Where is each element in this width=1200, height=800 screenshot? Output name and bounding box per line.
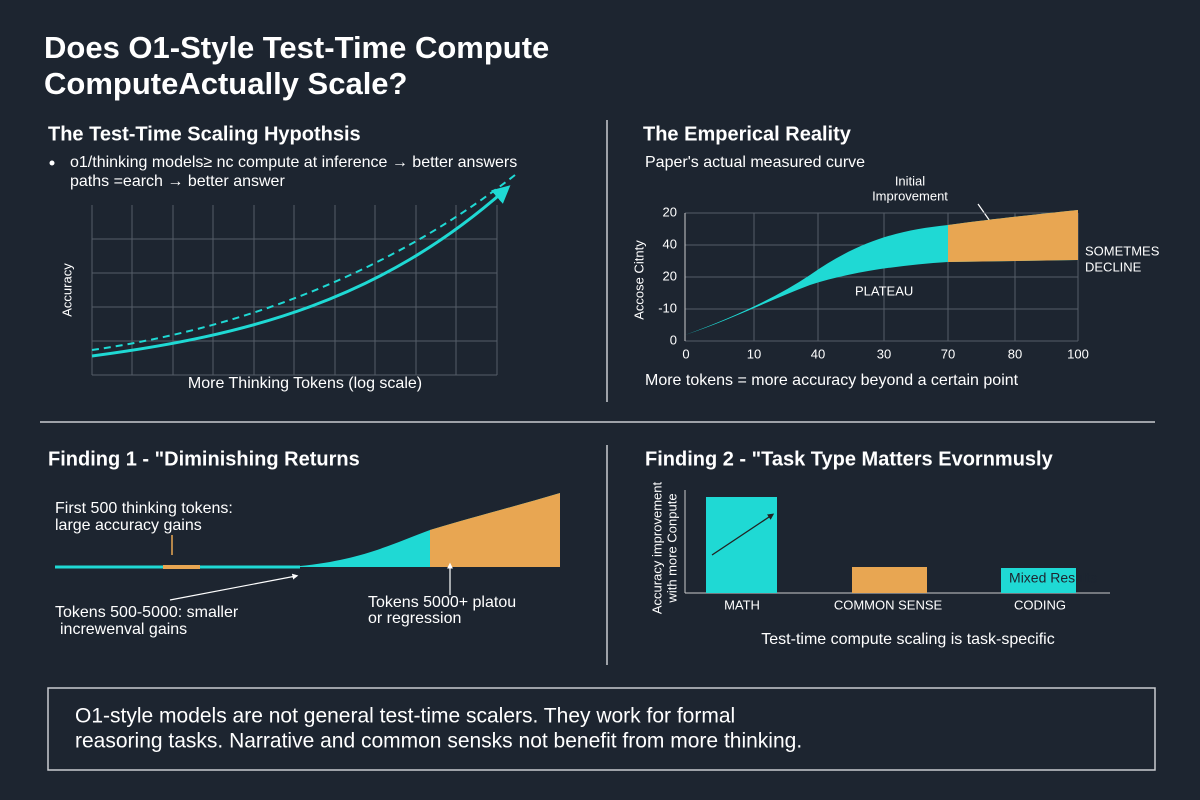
caption: More tokens = more accuracy beyond a cer… xyxy=(645,372,1019,389)
dashed-curve xyxy=(91,174,516,351)
y-tick-label: 20 xyxy=(663,268,677,283)
note: large accuracy gains xyxy=(55,517,202,534)
note: increwenval gains xyxy=(60,621,187,638)
y-label: Accose Citnty xyxy=(631,240,646,320)
note: Tokens 500-5000: smaller xyxy=(55,604,239,621)
annotation: Initial xyxy=(895,173,925,188)
category: COMMON SENSE xyxy=(834,597,943,612)
grid xyxy=(91,205,498,376)
heading: The Emperical Reality xyxy=(643,123,852,145)
x-tick-label: 40 xyxy=(811,346,825,361)
x-tick-label: 80 xyxy=(1008,346,1022,361)
subtitle: Paper's actual measured curve xyxy=(645,154,865,171)
curve xyxy=(91,185,511,358)
x-label: More Thinking Tokens (log scale) xyxy=(188,375,422,392)
plateau-area xyxy=(430,493,560,567)
heading: Finding 1 - "Diminishing Returns xyxy=(48,448,360,470)
heading: The Test-Time Scaling Hypothsis xyxy=(48,123,361,145)
y-label: Accuracy improvement xyxy=(649,482,664,615)
bar xyxy=(852,567,927,593)
y-label: with more Conpute xyxy=(664,493,679,603)
bar-note: Mixed Results xyxy=(1009,570,1097,586)
x-tick-label: 0 xyxy=(682,346,689,361)
y-tick-label: 0 xyxy=(670,332,677,347)
x-tick-label: 10 xyxy=(747,346,761,361)
arrow xyxy=(169,573,299,601)
caption: Test-time compute scaling is task-specif… xyxy=(761,631,1054,648)
annotation: SOMETMES xyxy=(1085,243,1160,258)
bar xyxy=(1001,568,1076,593)
x-tick-label: 70 xyxy=(941,346,955,361)
category: MATH xyxy=(724,597,760,612)
y-label: Accuracy xyxy=(59,263,74,317)
x-tick-label: 30 xyxy=(877,346,891,361)
category: CODING xyxy=(1014,597,1066,612)
bullet: paths =earch → better answer xyxy=(70,173,285,190)
conclusion: O1-style models are not general test-tim… xyxy=(75,705,735,728)
title: Does O1-Style Test-Time Compute xyxy=(44,30,549,65)
note: Tokens 5000+ platou xyxy=(368,594,516,611)
annotation: PLATEAU xyxy=(855,283,913,298)
y-tick-label: 40 xyxy=(663,236,677,251)
annotation: Improvement xyxy=(872,188,948,203)
bullet-dot xyxy=(49,160,55,166)
note: or regression xyxy=(368,610,461,627)
dividers xyxy=(40,120,1155,665)
annotation: DECLINE xyxy=(1085,259,1142,274)
note: First 500 thinking tokens: xyxy=(55,500,233,517)
y-tick-label: 20 xyxy=(663,204,677,219)
arrow xyxy=(711,513,775,556)
bullet: o1/thinking models≥ nc compute at infere… xyxy=(70,154,517,171)
decline-area xyxy=(948,210,1078,262)
x-tick-label: 100 xyxy=(1067,346,1089,361)
bar xyxy=(706,497,777,593)
conclusion-box xyxy=(47,687,1156,771)
conclusion: reasoring tasks. Narrative and common se… xyxy=(75,730,802,753)
y-tick-label: -10 xyxy=(658,300,677,315)
heading: Finding 2 - "Task Type Matters Evornmusl… xyxy=(645,448,1054,470)
title: ComputeActually Scale? xyxy=(44,66,407,101)
